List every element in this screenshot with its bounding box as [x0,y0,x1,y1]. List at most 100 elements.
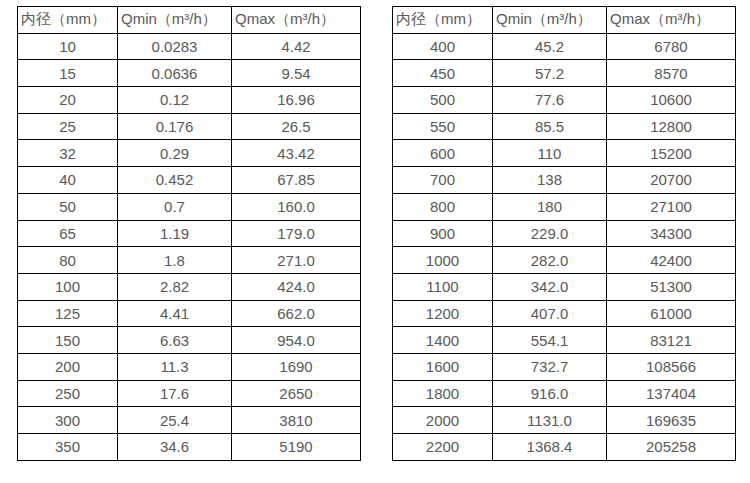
table-row: 50077.610600 [393,87,736,114]
table-cell: 9.54 [232,60,361,87]
table-row: 60011015200 [393,140,736,167]
table-header-row: 内径（mm） Qmin（m³/h） Qmax（m³/h） [393,7,736,34]
table-cell: 300 [18,407,118,434]
table-row: 1400554.183121 [393,327,736,354]
flow-spec-tables: 内径（mm） Qmin（m³/h） Qmax（m³/h） 100.02834.4… [0,0,750,461]
table-row: 1800916.0137404 [393,380,736,407]
table-cell: 6.63 [118,327,232,354]
table-row: 25017.62650 [18,380,361,407]
table-cell: 67.85 [232,167,361,194]
table-row: 1100342.051300 [393,273,736,300]
table-cell: 0.452 [118,167,232,194]
header-qmin: Qmin（m³/h） [493,7,607,34]
table-cell: 407.0 [493,300,607,327]
table-cell: 954.0 [232,327,361,354]
header-qmax: Qmax（m³/h） [232,7,361,34]
table-cell: 0.176 [118,113,232,140]
table-cell: 83121 [607,327,736,354]
table-row: 200.1216.96 [18,87,361,114]
table-cell: 4.42 [232,33,361,60]
table-cell: 1.8 [118,247,232,274]
table-cell: 700 [393,167,493,194]
table-row: 40045.26780 [393,33,736,60]
table-row: 22001368.4205258 [393,434,736,461]
table-cell: 160.0 [232,193,361,220]
table-row: 100.02834.42 [18,33,361,60]
table-cell: 200 [18,353,118,380]
table-cell: 57.2 [493,60,607,87]
table-cell: 16.96 [232,87,361,114]
table-cell: 450 [393,60,493,87]
table-cell: 40 [18,167,118,194]
table-row: 1600732.7108566 [393,353,736,380]
table-row: 400.45267.85 [18,167,361,194]
table-cell: 180 [493,193,607,220]
table-row: 20011.31690 [18,353,361,380]
table-cell: 5190 [232,434,361,461]
table-cell: 229.0 [493,220,607,247]
table-cell: 42400 [607,247,736,274]
table-cell: 10600 [607,87,736,114]
table-cell: 1.19 [118,220,232,247]
table-cell: 110 [493,140,607,167]
table-cell: 2.82 [118,273,232,300]
table-cell: 4.41 [118,300,232,327]
table-cell: 15200 [607,140,736,167]
table-row: 900229.034300 [393,220,736,247]
table-row: 55085.512800 [393,113,736,140]
table-cell: 500 [393,87,493,114]
table-cell: 125 [18,300,118,327]
table-row: 1000282.042400 [393,247,736,274]
table-row: 1506.63954.0 [18,327,361,354]
table-cell: 138 [493,167,607,194]
table-cell: 0.7 [118,193,232,220]
flow-table-small-diameters: 内径（mm） Qmin（m³/h） Qmax（m³/h） 100.02834.4… [17,6,361,461]
table-body: 100.02834.42150.06369.54200.1216.96250.1… [18,33,361,460]
table-cell: 179.0 [232,220,361,247]
table-row: 70013820700 [393,167,736,194]
table-cell: 0.0636 [118,60,232,87]
table-cell: 424.0 [232,273,361,300]
table-cell: 50 [18,193,118,220]
table-cell: 1690 [232,353,361,380]
table-cell: 271.0 [232,247,361,274]
table-cell: 554.1 [493,327,607,354]
table-cell: 150 [18,327,118,354]
table-cell: 27100 [607,193,736,220]
table-cell: 400 [393,33,493,60]
table-row: 1254.41662.0 [18,300,361,327]
table-row: 30025.43810 [18,407,361,434]
table-cell: 8570 [607,60,736,87]
table-cell: 800 [393,193,493,220]
table-cell: 2200 [393,434,493,461]
table-cell: 0.29 [118,140,232,167]
table-cell: 45.2 [493,33,607,60]
table-cell: 77.6 [493,87,607,114]
table-cell: 1400 [393,327,493,354]
table-row: 651.19179.0 [18,220,361,247]
table-cell: 3810 [232,407,361,434]
table-cell: 282.0 [493,247,607,274]
table-cell: 65 [18,220,118,247]
table-cell: 34.6 [118,434,232,461]
table-cell: 2650 [232,380,361,407]
table-cell: 342.0 [493,273,607,300]
table-cell: 1600 [393,353,493,380]
table-row: 20001131.0169635 [393,407,736,434]
table-cell: 205258 [607,434,736,461]
table-row: 45057.28570 [393,60,736,87]
table-cell: 662.0 [232,300,361,327]
table-cell: 0.12 [118,87,232,114]
table-cell: 732.7 [493,353,607,380]
header-qmin: Qmin（m³/h） [118,7,232,34]
table-cell: 350 [18,434,118,461]
table-cell: 1131.0 [493,407,607,434]
table-cell: 10 [18,33,118,60]
table-cell: 1000 [393,247,493,274]
table-cell: 20 [18,87,118,114]
table-cell: 61000 [607,300,736,327]
table-row: 250.17626.5 [18,113,361,140]
table-row: 1002.82424.0 [18,273,361,300]
table-cell: 1200 [393,300,493,327]
table-cell: 6780 [607,33,736,60]
